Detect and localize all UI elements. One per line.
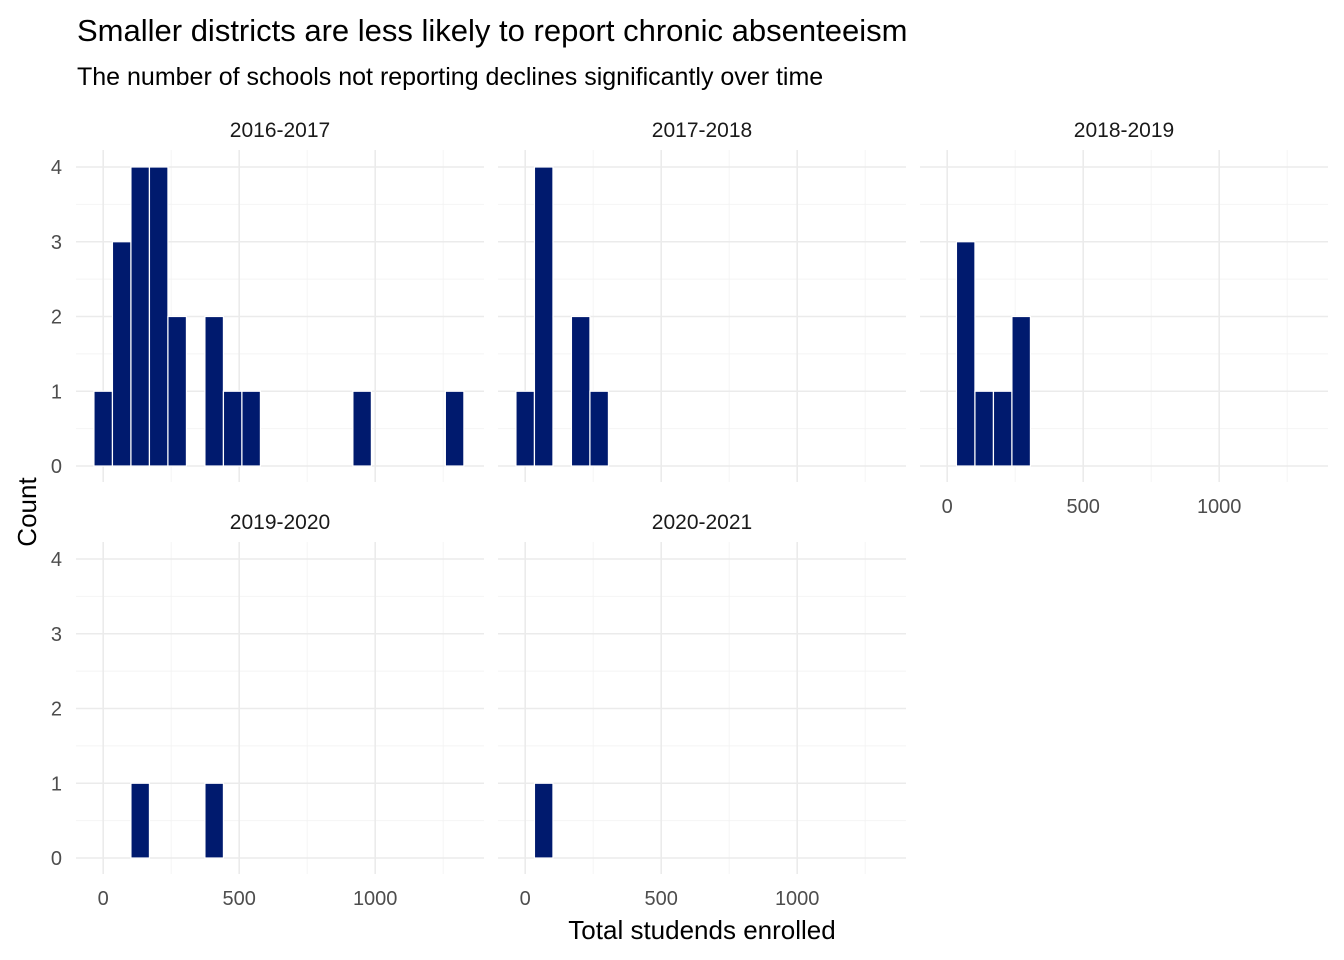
y-tick-label: 4 — [51, 157, 62, 179]
x-tick-label: 0 — [942, 496, 953, 518]
x-tick-label: 500 — [223, 888, 256, 910]
x-tick-label: 1000 — [1197, 496, 1242, 518]
histogram-bar — [515, 390, 536, 467]
histogram-bar — [1011, 315, 1032, 467]
y-tick-label: 1 — [51, 773, 62, 795]
y-tick-label: 3 — [51, 232, 62, 254]
histogram-bar — [955, 241, 976, 467]
y-tick-label: 4 — [51, 549, 62, 571]
histogram-bar — [570, 315, 591, 467]
histogram-bar — [93, 390, 114, 467]
chart-title: Smaller districts are less likely to rep… — [77, 13, 907, 48]
histogram-bar — [352, 390, 372, 467]
histogram-bar — [992, 390, 1013, 467]
histogram-bar — [204, 315, 225, 467]
x-tick-label: 0 — [520, 888, 531, 910]
histogram-bar — [130, 166, 151, 467]
x-tick-label: 1000 — [353, 888, 398, 910]
histogram-bar — [148, 166, 169, 467]
x-tick-label: 1000 — [775, 888, 820, 910]
histogram-bar — [241, 390, 262, 467]
y-tick-label: 3 — [51, 624, 62, 646]
facet-strip-label: 2019-2020 — [230, 511, 330, 534]
x-tick-label: 0 — [98, 888, 109, 910]
x-tick-label: 500 — [1067, 496, 1100, 518]
facet-strip-label: 2016-2017 — [230, 119, 330, 142]
x-tick-label: 500 — [645, 888, 678, 910]
histogram-bar — [167, 315, 188, 467]
histogram-bar — [130, 782, 151, 859]
y-tick-label: 1 — [51, 381, 62, 403]
x-axis-title: Total studends enrolled — [568, 915, 835, 945]
y-tick-label: 0 — [51, 456, 62, 478]
histogram-bar — [589, 390, 610, 467]
facet-strip-label: 2020-2021 — [652, 511, 752, 534]
histogram-bar — [974, 390, 995, 467]
y-tick-label: 2 — [51, 699, 62, 721]
histogram-bar — [111, 241, 132, 467]
facet-panel: 2018-2019 0 500 1000 — [920, 119, 1328, 518]
facet-strip-label: 2017-2018 — [652, 119, 752, 142]
facet-panel: 2017-2018 — [498, 119, 906, 482]
facet-panel: 2016-2017 0 1 2 3 4 — [51, 119, 484, 482]
facet-strip-label: 2018-2019 — [1074, 119, 1174, 142]
histogram-bar — [444, 390, 465, 467]
y-tick-label: 0 — [51, 848, 62, 870]
y-tick-label: 2 — [51, 307, 62, 329]
facet-panel: 2020-2021 0 500 1000 — [498, 511, 906, 910]
facet-panel: 2019-2020 0 1 2 3 4 0 500 1000 — [51, 511, 484, 910]
histogram-bar — [222, 390, 243, 467]
y-axis-title: Count — [12, 477, 42, 547]
histogram-bar — [533, 782, 554, 859]
histogram-bar — [204, 782, 225, 859]
histogram-bar — [533, 166, 554, 467]
chart-subtitle: The number of schools not reporting decl… — [77, 63, 823, 91]
